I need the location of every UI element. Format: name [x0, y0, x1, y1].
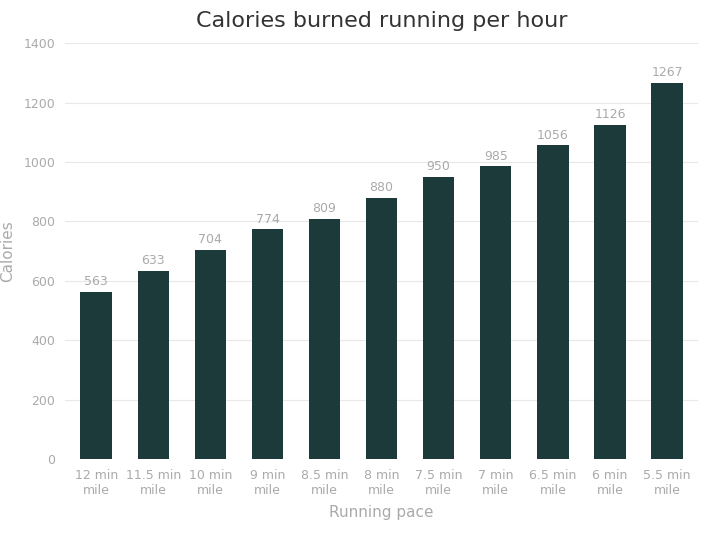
Text: 880: 880: [369, 181, 394, 194]
Text: 1126: 1126: [594, 108, 626, 121]
Bar: [252, 229, 283, 459]
Text: 809: 809: [312, 202, 336, 215]
Bar: [309, 219, 341, 459]
Title: Calories burned running per hour: Calories burned running per hour: [196, 11, 567, 31]
Text: 950: 950: [427, 160, 451, 173]
Text: 1267: 1267: [651, 66, 683, 79]
Bar: [594, 125, 626, 459]
Bar: [194, 250, 226, 459]
Bar: [138, 271, 169, 459]
Bar: [537, 145, 569, 459]
Bar: [81, 292, 112, 459]
Bar: [652, 83, 683, 459]
Bar: [423, 177, 454, 459]
Bar: [366, 198, 397, 459]
Text: 1056: 1056: [537, 129, 569, 142]
Text: 563: 563: [84, 275, 108, 288]
X-axis label: Running pace: Running pace: [329, 505, 434, 520]
Bar: [480, 166, 511, 459]
Text: 985: 985: [484, 150, 508, 163]
Text: 633: 633: [141, 254, 165, 267]
Text: 774: 774: [256, 213, 279, 226]
Y-axis label: Calories: Calories: [0, 220, 15, 282]
Text: 704: 704: [199, 233, 222, 246]
